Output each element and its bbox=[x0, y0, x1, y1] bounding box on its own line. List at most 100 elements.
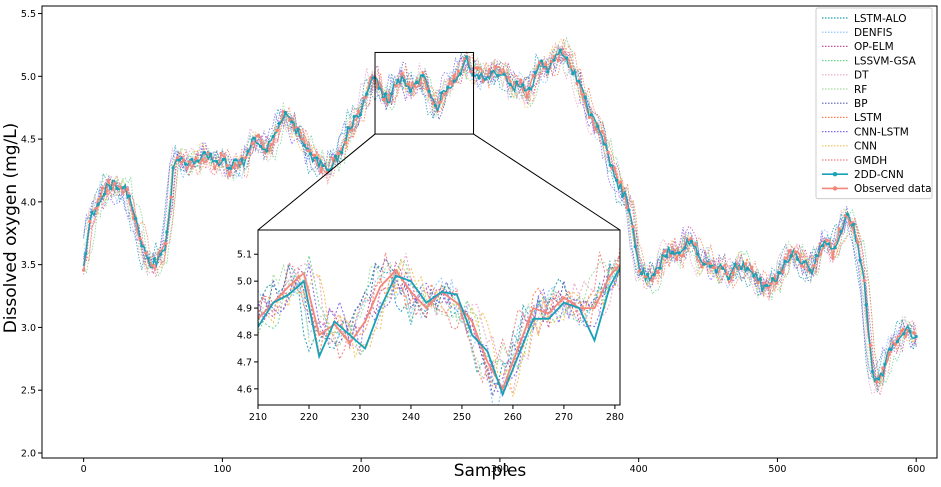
observed-point bbox=[94, 206, 98, 210]
observed-point bbox=[188, 160, 192, 164]
x-axis-title: Samples bbox=[454, 461, 527, 481]
legend-label-cnn: CNN bbox=[854, 141, 877, 153]
inset-frame bbox=[257, 229, 621, 406]
2dd-cnn-point bbox=[827, 242, 831, 246]
observed-point bbox=[250, 142, 254, 146]
2dd-cnn-point bbox=[714, 270, 718, 274]
observed-point bbox=[893, 342, 897, 347]
series-lstm bbox=[83, 43, 917, 384]
2dd-cnn-point bbox=[727, 277, 731, 281]
2dd-cnn-point bbox=[877, 377, 881, 381]
2dd-cnn-point bbox=[308, 152, 313, 156]
2dd-cnn-point bbox=[277, 121, 281, 125]
2dd-cnn-point bbox=[702, 262, 706, 266]
inset-series-dt bbox=[258, 253, 620, 396]
2dd-cnn-point bbox=[683, 246, 687, 250]
2dd-cnn-point bbox=[858, 258, 862, 262]
inset-y-tick-label: 4.7 bbox=[237, 357, 252, 368]
observed-point bbox=[125, 187, 129, 191]
2dd-cnn-point bbox=[296, 127, 300, 131]
inset-series-2dd-cnn bbox=[258, 267, 620, 397]
2dd-cnn-point bbox=[240, 157, 244, 162]
2dd-cnn-point bbox=[427, 89, 431, 93]
2dd-cnn-point bbox=[365, 92, 369, 96]
y-tick-label: 2.5 bbox=[21, 386, 36, 397]
2dd-cnn-point bbox=[465, 55, 469, 59]
observed-point bbox=[107, 178, 111, 182]
observed-point bbox=[556, 59, 560, 63]
observed-point bbox=[594, 128, 598, 132]
2dd-cnn-point bbox=[352, 115, 356, 119]
observed-point bbox=[437, 100, 442, 104]
observed-point bbox=[668, 254, 673, 258]
observed-point bbox=[612, 166, 616, 170]
2dd-cnn-point bbox=[208, 152, 213, 156]
inset-x-tick-label: 240 bbox=[402, 412, 420, 423]
legend-label-observed-data: Observed data bbox=[854, 183, 932, 195]
2dd-cnn-point bbox=[140, 244, 144, 248]
y-tick-label: 5.5 bbox=[21, 9, 36, 20]
observed-point bbox=[100, 186, 104, 190]
observed-point bbox=[831, 256, 835, 260]
observed-point bbox=[681, 254, 685, 258]
observed-point bbox=[581, 93, 585, 97]
2dd-cnn-point bbox=[589, 113, 594, 117]
observed-point bbox=[706, 261, 710, 266]
observed-point bbox=[306, 149, 311, 153]
observed-point bbox=[350, 128, 354, 132]
observed-point bbox=[406, 82, 410, 86]
observed-point bbox=[169, 195, 173, 199]
observed-point bbox=[793, 250, 798, 254]
observed-point bbox=[575, 81, 579, 85]
observed-point bbox=[113, 181, 117, 185]
2dd-cnn-point bbox=[146, 256, 150, 260]
observed-point bbox=[818, 252, 823, 256]
2dd-cnn-point bbox=[696, 252, 700, 256]
2dd-cnn-point bbox=[546, 70, 550, 74]
2dd-cnn-point bbox=[202, 150, 206, 155]
legend-box bbox=[815, 7, 933, 200]
2dd-cnn-point bbox=[864, 303, 868, 307]
2dd-cnn-point bbox=[321, 163, 325, 168]
observed-point bbox=[175, 156, 179, 160]
observed-point bbox=[606, 150, 610, 154]
2dd-cnn-point bbox=[677, 251, 681, 255]
2dd-cnn-point bbox=[508, 82, 512, 87]
2dd-cnn-point bbox=[446, 85, 450, 89]
2dd-cnn-point bbox=[408, 89, 413, 93]
2dd-cnn-point bbox=[271, 134, 275, 139]
observed-point bbox=[544, 62, 548, 67]
x-tick-label: 200 bbox=[352, 464, 370, 475]
2dd-cnn-point bbox=[496, 74, 500, 78]
inset-y-tick-label: 5.1 bbox=[237, 250, 252, 261]
observed-point bbox=[587, 115, 592, 120]
observed-point bbox=[619, 180, 623, 184]
y-tick-label: 3.0 bbox=[21, 323, 36, 334]
2dd-cnn-point bbox=[396, 78, 400, 82]
observed-point bbox=[419, 81, 423, 85]
2dd-cnn-point bbox=[671, 250, 675, 254]
zoom-region bbox=[374, 51, 475, 135]
2dd-cnn-point bbox=[383, 92, 388, 96]
2dd-cnn-point bbox=[689, 239, 693, 243]
2dd-cnn-point bbox=[283, 110, 288, 115]
2dd-cnn-point bbox=[802, 260, 806, 264]
2dd-cnn-point bbox=[602, 142, 606, 146]
2dd-cnn-point bbox=[452, 79, 456, 83]
2dd-cnn-point bbox=[739, 266, 743, 271]
2dd-cnn-point bbox=[577, 79, 581, 83]
2dd-cnn-point bbox=[552, 58, 556, 62]
2dd-cnn-point bbox=[539, 59, 544, 63]
inset-series-lssvm-gsa bbox=[258, 255, 620, 377]
2dd-cnn-point bbox=[745, 266, 750, 271]
inset-x-tick-label: 230 bbox=[351, 412, 369, 423]
2dd-cnn-point bbox=[808, 268, 812, 272]
2dd-cnn-point bbox=[521, 83, 525, 87]
2dd-cnn-point bbox=[252, 136, 256, 140]
2dd-cnn-point bbox=[795, 257, 800, 261]
2dd-cnn-point bbox=[290, 120, 294, 124]
2dd-cnn-point bbox=[833, 245, 837, 250]
legend-label-2dd-cnn: 2DD-CNN bbox=[854, 169, 904, 181]
observed-point bbox=[887, 352, 891, 356]
2dd-cnn-point bbox=[633, 245, 637, 249]
